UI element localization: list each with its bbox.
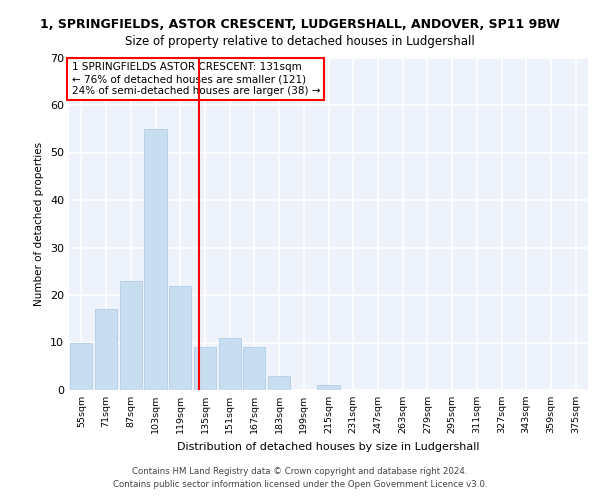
Bar xyxy=(95,309,117,390)
Text: Contains public sector information licensed under the Open Government Licence v3: Contains public sector information licen… xyxy=(113,480,487,489)
Text: 1 SPRINGFIELDS ASTOR CRESCENT: 131sqm
← 76% of detached houses are smaller (121): 1 SPRINGFIELDS ASTOR CRESCENT: 131sqm ← … xyxy=(71,62,320,96)
X-axis label: Distribution of detached houses by size in Ludgershall: Distribution of detached houses by size … xyxy=(177,442,480,452)
Text: 1, SPRINGFIELDS, ASTOR CRESCENT, LUDGERSHALL, ANDOVER, SP11 9BW: 1, SPRINGFIELDS, ASTOR CRESCENT, LUDGERS… xyxy=(40,18,560,30)
Y-axis label: Number of detached properties: Number of detached properties xyxy=(34,142,44,306)
Bar xyxy=(243,347,265,390)
Bar xyxy=(218,338,241,390)
Bar xyxy=(145,128,167,390)
Text: Contains HM Land Registry data © Crown copyright and database right 2024.: Contains HM Land Registry data © Crown c… xyxy=(132,467,468,476)
Bar xyxy=(268,376,290,390)
Bar xyxy=(119,281,142,390)
Bar xyxy=(194,347,216,390)
Text: Size of property relative to detached houses in Ludgershall: Size of property relative to detached ho… xyxy=(125,35,475,48)
Bar xyxy=(317,385,340,390)
Bar xyxy=(70,342,92,390)
Bar xyxy=(169,286,191,390)
